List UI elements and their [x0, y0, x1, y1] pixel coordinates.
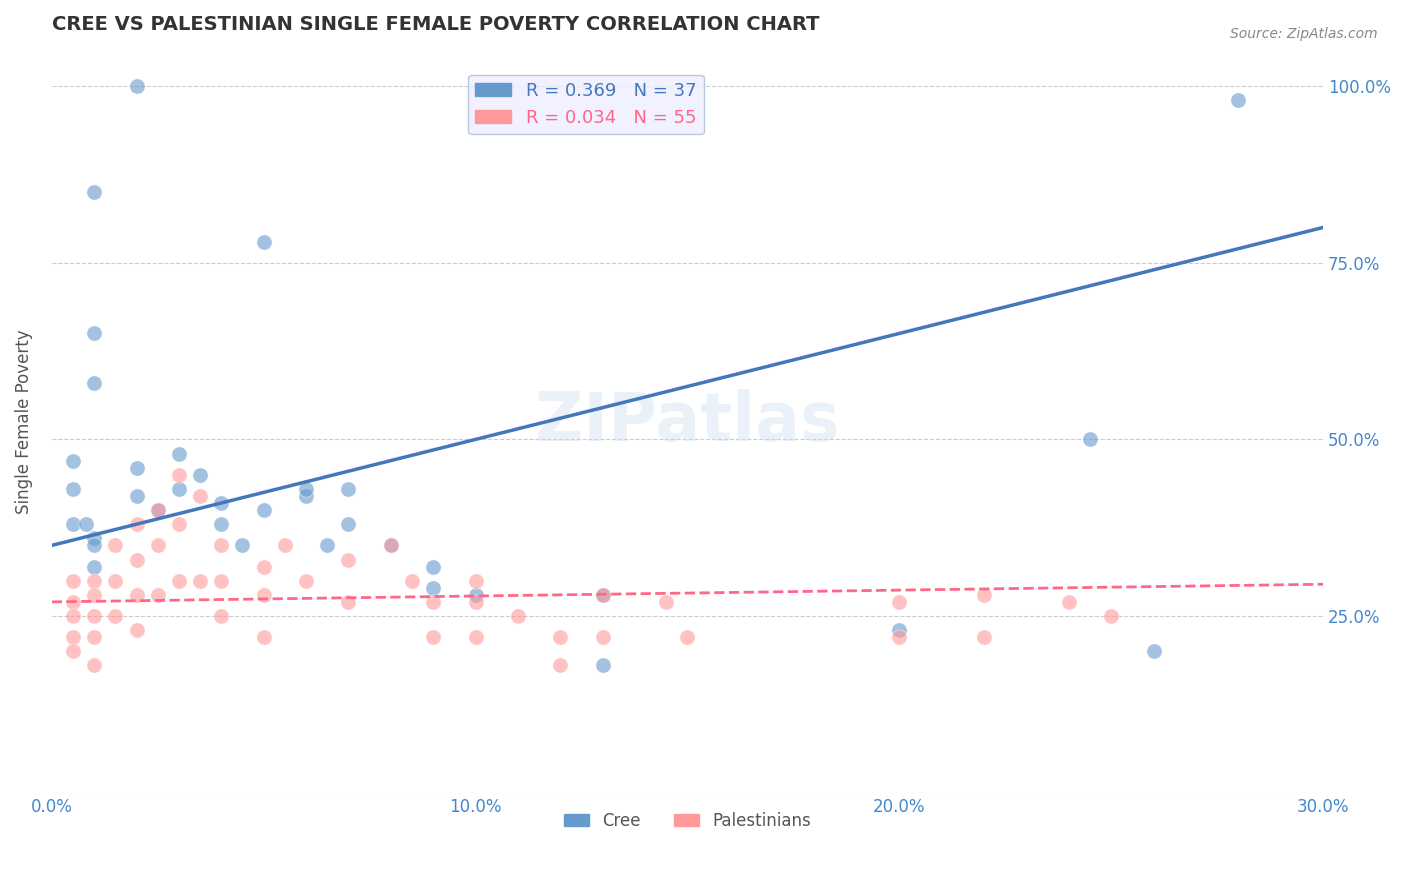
Point: [380, 538, 402, 552]
Point: [592, 588, 614, 602]
Point: [62, 630, 84, 644]
Point: [167, 446, 190, 460]
Point: [83, 559, 105, 574]
Point: [973, 588, 995, 602]
Point: [83, 609, 105, 624]
Point: [83, 630, 105, 644]
Point: [83, 588, 105, 602]
Point: [676, 630, 699, 644]
Point: [295, 489, 318, 503]
Point: [253, 503, 276, 517]
Point: [125, 588, 148, 602]
Point: [62, 609, 84, 624]
Point: [464, 574, 486, 588]
Point: [274, 538, 297, 552]
Point: [889, 623, 911, 637]
Text: ZIPatlas: ZIPatlas: [536, 389, 839, 455]
Point: [253, 588, 276, 602]
Point: [253, 559, 276, 574]
Point: [83, 658, 105, 673]
Point: [125, 489, 148, 503]
Point: [1227, 93, 1250, 107]
Point: [401, 574, 423, 588]
Point: [83, 326, 105, 341]
Point: [592, 658, 614, 673]
Point: [889, 595, 911, 609]
Point: [62, 517, 84, 532]
Point: [1099, 609, 1122, 624]
Point: [167, 574, 190, 588]
Point: [464, 588, 486, 602]
Point: [337, 595, 360, 609]
Point: [188, 574, 211, 588]
Point: [316, 538, 339, 552]
Point: [464, 630, 486, 644]
Point: [209, 496, 232, 510]
Point: [655, 595, 678, 609]
Point: [167, 467, 190, 482]
Point: [146, 538, 169, 552]
Point: [188, 467, 211, 482]
Point: [592, 630, 614, 644]
Point: [83, 538, 105, 552]
Text: CREE VS PALESTINIAN SINGLE FEMALE POVERTY CORRELATION CHART: CREE VS PALESTINIAN SINGLE FEMALE POVERT…: [52, 15, 820, 34]
Point: [422, 581, 444, 595]
Point: [125, 460, 148, 475]
Point: [337, 552, 360, 566]
Point: [146, 503, 169, 517]
Point: [295, 574, 318, 588]
Point: [1078, 433, 1101, 447]
Point: [973, 630, 995, 644]
Point: [422, 559, 444, 574]
Point: [209, 574, 232, 588]
Point: [104, 538, 127, 552]
Point: [125, 517, 148, 532]
Point: [83, 185, 105, 199]
Point: [75, 517, 97, 532]
Point: [146, 588, 169, 602]
Point: [506, 609, 529, 624]
Point: [62, 644, 84, 658]
Point: [592, 588, 614, 602]
Point: [83, 574, 105, 588]
Point: [167, 517, 190, 532]
Point: [104, 609, 127, 624]
Point: [253, 235, 276, 249]
Point: [889, 630, 911, 644]
Point: [125, 552, 148, 566]
Point: [167, 482, 190, 496]
Y-axis label: Single Female Poverty: Single Female Poverty: [15, 329, 32, 514]
Point: [380, 538, 402, 552]
Point: [209, 517, 232, 532]
Point: [464, 595, 486, 609]
Point: [104, 574, 127, 588]
Point: [253, 630, 276, 644]
Legend: Cree, Palestinians: Cree, Palestinians: [557, 805, 818, 836]
Point: [125, 623, 148, 637]
Point: [422, 595, 444, 609]
Point: [62, 482, 84, 496]
Point: [188, 489, 211, 503]
Point: [62, 453, 84, 467]
Point: [1142, 644, 1164, 658]
Point: [550, 630, 572, 644]
Point: [125, 79, 148, 94]
Point: [337, 517, 360, 532]
Point: [146, 503, 169, 517]
Point: [337, 482, 360, 496]
Point: [62, 574, 84, 588]
Point: [83, 376, 105, 390]
Point: [550, 658, 572, 673]
Point: [209, 538, 232, 552]
Point: [62, 595, 84, 609]
Point: [231, 538, 253, 552]
Text: Source: ZipAtlas.com: Source: ZipAtlas.com: [1230, 27, 1378, 41]
Point: [209, 609, 232, 624]
Point: [1057, 595, 1080, 609]
Point: [295, 482, 318, 496]
Point: [83, 531, 105, 545]
Point: [422, 630, 444, 644]
